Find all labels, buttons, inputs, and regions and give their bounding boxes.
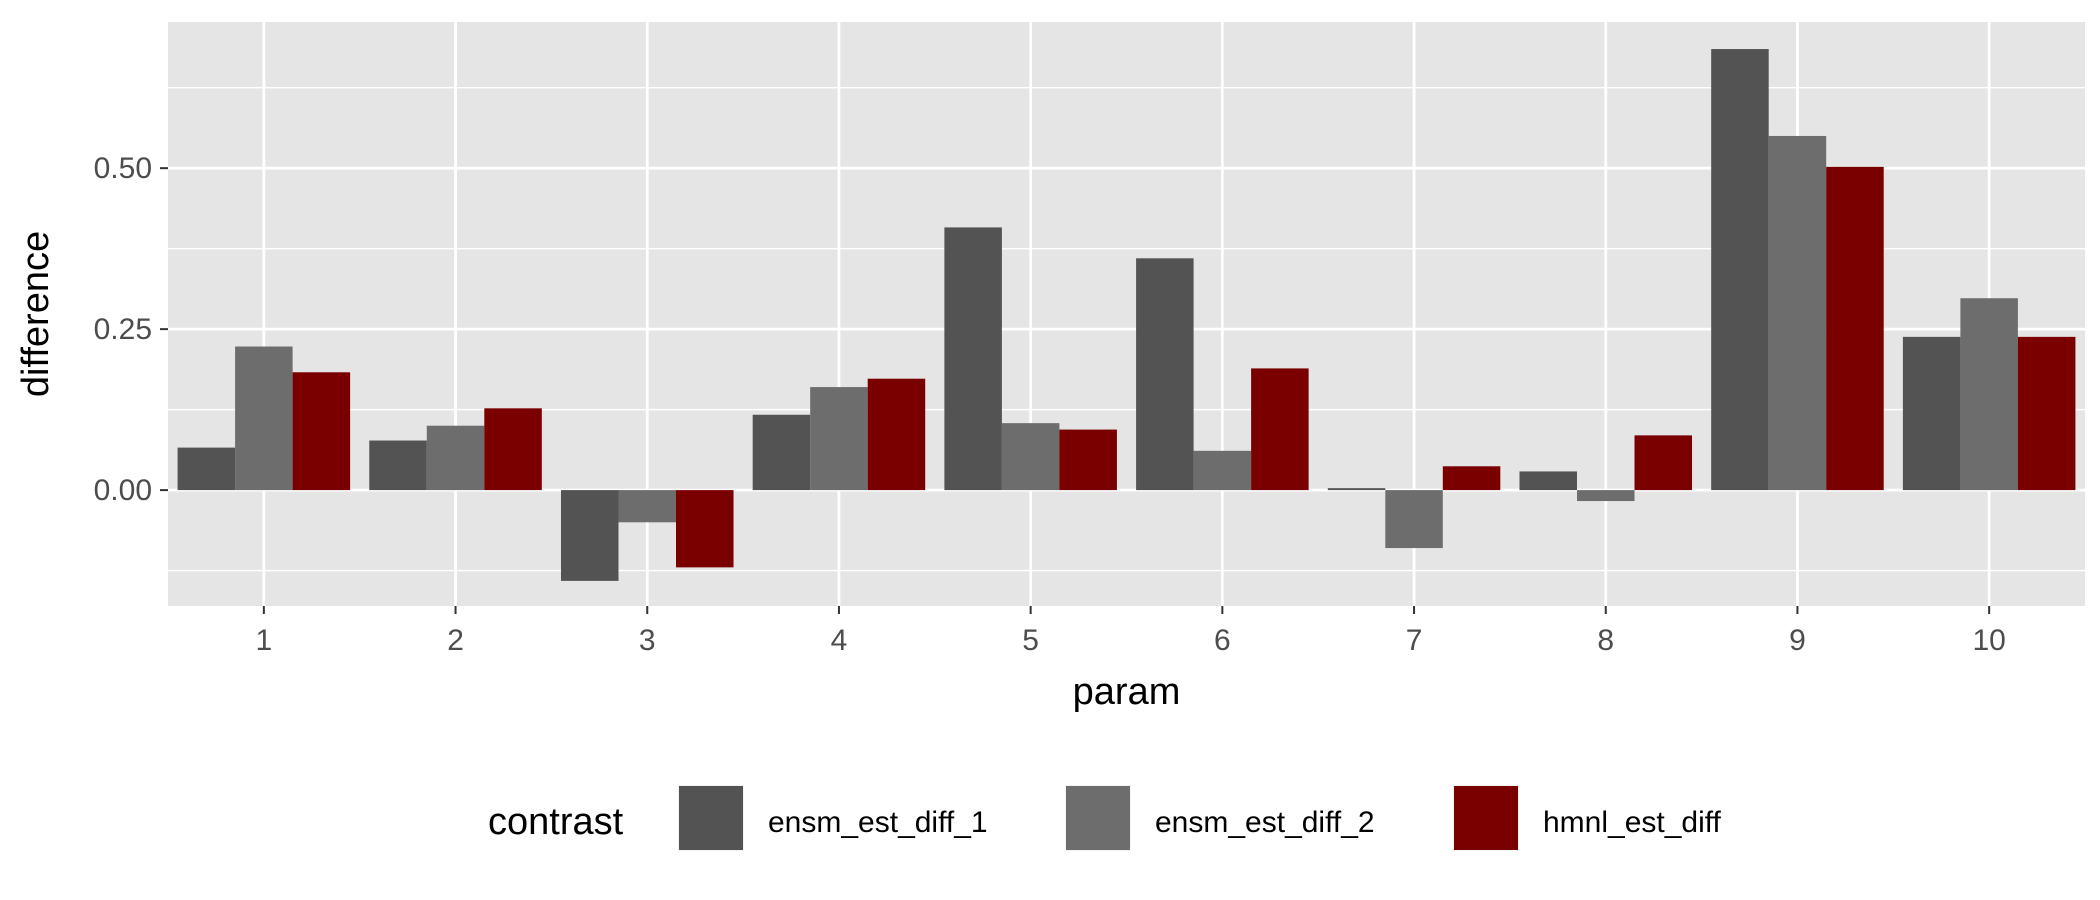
x-tick-label: 9 bbox=[1789, 624, 1806, 657]
bar-hmnl_est_diff-1 bbox=[292, 372, 351, 491]
x-tick-label: 2 bbox=[447, 624, 464, 657]
legend-swatch-ensm_est_diff_2 bbox=[1066, 786, 1130, 850]
bar-hmnl_est_diff-2 bbox=[484, 408, 542, 491]
legend-swatch-hmnl_est_diff bbox=[1454, 786, 1518, 850]
bar-ensm_est_diff_2-4 bbox=[810, 387, 868, 491]
x-tick-label: 4 bbox=[831, 624, 848, 657]
x-tick-label: 3 bbox=[639, 624, 656, 657]
y-tick-label: 0.50 bbox=[94, 152, 152, 185]
legend-title: contrast bbox=[488, 801, 624, 843]
legend-label-hmnl_est_diff: hmnl_est_diff bbox=[1543, 806, 1722, 839]
bar-hmnl_est_diff-3 bbox=[676, 490, 734, 568]
legend-items: ensm_est_diff_1 ensm_est_diff_2 hmnl_est_d… bbox=[678, 785, 1722, 851]
bar-hmnl_est_diff-5 bbox=[1059, 429, 1117, 491]
y-axis-title: difference bbox=[15, 231, 57, 397]
bar-ensm_est_diff_2-9 bbox=[1768, 135, 1827, 491]
x-tick-label: 6 bbox=[1214, 624, 1231, 657]
bar-ensm_est_diff_2-3 bbox=[618, 490, 677, 523]
axes: 0.00 0.25 0.50 1 2 3 4 5 6 7 8 9 10 bbox=[94, 152, 2006, 657]
x-axis-title: param bbox=[1073, 671, 1181, 713]
bar-ensm_est_diff_2-7 bbox=[1385, 490, 1443, 549]
legend: contrast ensm_est_diff_1 ensm_est_diff_2 h… bbox=[488, 785, 1722, 851]
bars bbox=[177, 49, 2076, 581]
y-tick-label: 0.00 bbox=[94, 474, 152, 507]
bar-ensm_est_diff_2-5 bbox=[1001, 423, 1060, 491]
bar-ensm_est_diff_1-9 bbox=[1711, 49, 1769, 491]
bar-ensm_est_diff_2-8 bbox=[1576, 490, 1635, 502]
y-tick-label: 0.25 bbox=[94, 313, 152, 346]
legend-swatch-ensm_est_diff_1 bbox=[679, 786, 743, 850]
bar-ensm_est_diff_1-6 bbox=[1136, 258, 1194, 491]
bar-ensm_est_diff_2-10 bbox=[1960, 298, 2018, 491]
bar-hmnl_est_diff-6 bbox=[1251, 368, 1309, 491]
x-tick-label: 10 bbox=[1972, 624, 2005, 657]
bar-ensm_est_diff_1-10 bbox=[1902, 336, 1961, 491]
bar-hmnl_est_diff-8 bbox=[1634, 435, 1693, 491]
x-tick-label: 8 bbox=[1597, 624, 1614, 657]
x-tick-label: 7 bbox=[1406, 624, 1423, 657]
legend-label-ensm_est_diff_2: ensm_est_diff_2 bbox=[1155, 806, 1375, 839]
bar-ensm_est_diff_2-1 bbox=[235, 346, 293, 491]
bar-hmnl_est_diff-9 bbox=[1826, 166, 1884, 491]
bar-ensm_est_diff_2-2 bbox=[426, 425, 485, 491]
legend-label-ensm_est_diff_1: ensm_est_diff_1 bbox=[768, 806, 988, 839]
x-tick-label: 5 bbox=[1022, 624, 1039, 657]
bar-ensm_est_diff_1-5 bbox=[944, 227, 1002, 491]
bar-hmnl_est_diff-10 bbox=[2017, 336, 2076, 491]
bar-hmnl_est_diff-7 bbox=[1442, 466, 1501, 491]
bar-ensm_est_diff_1-7 bbox=[1327, 488, 1386, 491]
bar-ensm_est_diff_1-1 bbox=[177, 447, 236, 491]
bar-ensm_est_diff_2-6 bbox=[1193, 450, 1252, 491]
bar-ensm_est_diff_1-4 bbox=[752, 414, 811, 491]
bar-ensm_est_diff_1-3 bbox=[560, 490, 619, 581]
bar-hmnl_est_diff-4 bbox=[867, 378, 926, 491]
x-tick-label: 1 bbox=[256, 624, 273, 657]
bar-ensm_est_diff_1-2 bbox=[369, 440, 427, 491]
bar-ensm_est_diff_1-8 bbox=[1519, 471, 1577, 491]
